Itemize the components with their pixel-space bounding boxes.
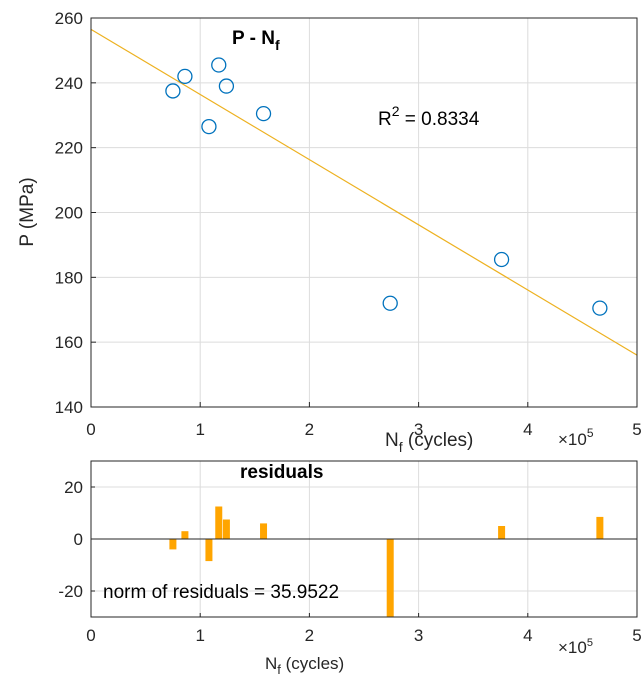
top-y-tick-label: 180 <box>55 268 83 287</box>
bottom-x-tick-label: 2 <box>305 626 314 645</box>
bottom-x-tick-label: 3 <box>414 626 423 645</box>
bottom-x-tick-label: 1 <box>195 626 204 645</box>
residuals-title: residuals <box>240 462 323 483</box>
top-x-tick-label: 1 <box>195 420 204 439</box>
top-x-axis-label: Nf (cycles) <box>385 430 473 455</box>
data-point <box>211 57 227 73</box>
top-y-tick-label: 140 <box>55 398 83 417</box>
top-y-axis-label: P (MPa) <box>17 177 38 246</box>
top-y-ticks: 140 160 180 200 220 240 260 <box>55 9 96 417</box>
residual-bar <box>596 516 604 539</box>
top-x-tick-label: 3 <box>414 420 423 439</box>
top-chart-title: P - Nf <box>232 28 280 53</box>
top-y-tick-label: 160 <box>55 333 83 352</box>
residual-bars <box>169 506 604 617</box>
residual-bar <box>222 519 230 539</box>
top-data-points <box>165 57 608 316</box>
data-point <box>165 83 181 99</box>
top-x-tick-label: 2 <box>305 420 314 439</box>
top-x-exponent: ×105 <box>558 426 594 449</box>
r-squared-annotation: R2 = 0.8334 <box>378 103 480 130</box>
top-grid <box>91 18 637 407</box>
residual-bar <box>260 523 268 539</box>
residual-bar <box>181 531 189 539</box>
top-x-ticks: 0 1 2 3 4 5 <box>86 402 642 439</box>
residual-bar <box>386 539 394 617</box>
top-y-tick-label: 260 <box>55 9 83 28</box>
bottom-x-ticks: 0 1 2 3 4 5 <box>86 613 642 645</box>
data-point <box>201 118 217 135</box>
bottom-x-tick-label: 0 <box>86 626 95 645</box>
residual-bar <box>169 539 177 550</box>
top-fit-line-group <box>90 28 638 356</box>
bottom-y-tick-label: 0 <box>74 530 83 549</box>
top-x-tick-label: 4 <box>523 420 532 439</box>
bottom-x-tick-label: 4 <box>523 626 532 645</box>
bottom-y-ticks: -20 0 20 <box>58 478 95 601</box>
top-y-tick-label: 240 <box>55 74 83 93</box>
top-y-tick-label: 220 <box>55 139 83 158</box>
data-point <box>592 300 608 316</box>
data-point <box>493 251 510 268</box>
top-x-tick-label: 5 <box>632 420 641 439</box>
norm-residuals-annotation: norm of residuals = 35.9522 <box>103 582 339 603</box>
data-point <box>218 78 235 94</box>
bottom-x-exponent: ×105 <box>558 637 593 657</box>
residual-bar <box>498 526 506 539</box>
top-y-tick-label: 200 <box>55 204 83 223</box>
bottom-y-tick-label: -20 <box>58 582 83 601</box>
bottom-x-tick-label: 5 <box>632 626 641 645</box>
residual-bar <box>215 506 223 539</box>
fit-line <box>90 28 638 356</box>
bottom-x-axis-label: Nf (cycles) <box>265 654 344 677</box>
bottom-y-tick-label: 20 <box>64 478 83 497</box>
residual-bar <box>205 539 213 562</box>
data-point <box>177 68 193 84</box>
data-point <box>255 105 272 122</box>
top-x-tick-label: 0 <box>86 420 95 439</box>
data-point <box>382 295 398 311</box>
